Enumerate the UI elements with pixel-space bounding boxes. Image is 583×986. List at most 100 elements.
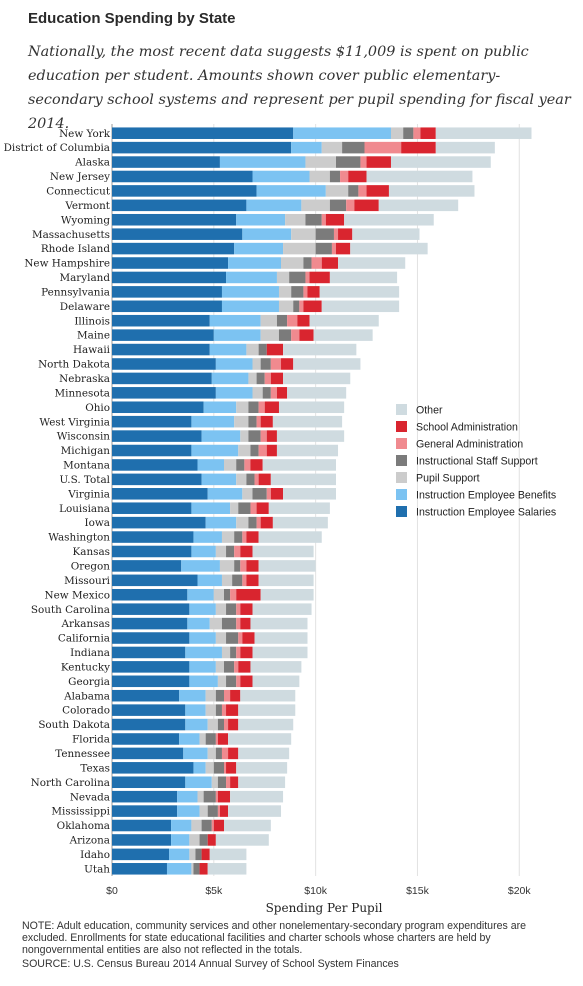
category-label: Kansas	[72, 546, 110, 558]
bar-segment	[240, 675, 253, 688]
bar-segment	[112, 300, 222, 313]
bar-segment	[321, 141, 343, 154]
bar-segment	[112, 646, 186, 659]
bar-segment	[291, 286, 304, 298]
category-label: Nebraska	[59, 373, 110, 385]
footnote: NOTE: Adult education, community service…	[22, 920, 527, 956]
category-label: Minnesota	[55, 387, 110, 399]
bar-segment	[390, 156, 491, 168]
bar-segment	[209, 314, 261, 327]
bar-segment	[238, 502, 251, 514]
bar-segment	[358, 185, 367, 197]
bar-segment	[232, 574, 243, 587]
bar-segment	[348, 185, 359, 197]
bar-segment	[258, 444, 267, 457]
category-label: New Mexico	[45, 589, 110, 601]
bar-segment	[285, 213, 306, 226]
bar-segment	[246, 343, 259, 356]
bar-segment	[112, 257, 229, 269]
category-label: Tennessee	[55, 748, 110, 760]
bar-segment	[224, 819, 271, 832]
bar-segment	[112, 199, 247, 212]
bar-segment	[112, 632, 190, 644]
bar-segment	[112, 704, 186, 716]
bar-segment	[278, 286, 292, 298]
category-label: Oklahoma	[57, 820, 110, 832]
bar-segment	[315, 242, 332, 255]
bar-segment	[276, 387, 288, 399]
bar-segment	[291, 329, 300, 341]
bar-segment	[112, 516, 206, 529]
bar-segment	[338, 257, 406, 269]
bar-segment	[207, 747, 216, 760]
category-label: Indiana	[70, 647, 110, 659]
bar-segment	[242, 228, 292, 240]
bar-segment	[333, 228, 339, 240]
bar-segment	[256, 516, 261, 529]
bar-segment	[236, 401, 249, 414]
bar-segment	[236, 588, 261, 601]
legend-label: School Administration	[416, 422, 518, 434]
category-label: Maryland	[59, 272, 110, 284]
bar-segment	[366, 185, 389, 197]
category-label: Texas	[80, 762, 110, 774]
bar-segment	[112, 834, 172, 846]
bar-segment	[207, 805, 218, 817]
bar-segment	[199, 834, 208, 846]
legend: Other School Administration General Admini…	[396, 404, 556, 519]
category-label: New York	[59, 128, 111, 140]
bar-segment	[213, 762, 224, 774]
bar-segment	[435, 141, 495, 154]
bar-segment	[211, 776, 218, 789]
bar-segment	[112, 185, 257, 197]
bar-segment	[215, 733, 218, 745]
bar-segment	[366, 170, 473, 183]
bar-segment	[270, 473, 336, 486]
bar-segment	[234, 242, 284, 255]
bar-segment	[197, 459, 224, 471]
bar-segment	[238, 632, 243, 644]
bar-segment	[297, 314, 310, 327]
bar-segment	[236, 762, 288, 774]
bar-segment	[246, 473, 255, 486]
category-label: Idaho	[80, 849, 110, 861]
bar-segment	[112, 314, 210, 327]
bar-segment	[189, 848, 196, 861]
category-label: Virginia	[67, 488, 110, 500]
bar-segment	[195, 848, 202, 861]
bar-segment	[189, 603, 216, 615]
bar-segment	[112, 776, 186, 789]
bar-segment	[112, 358, 216, 370]
bar-segment	[112, 127, 294, 139]
bar-segment	[260, 430, 267, 442]
bar-segment	[215, 689, 224, 702]
bar-segment	[234, 415, 249, 428]
bar-segment	[112, 459, 198, 471]
bar-segment	[201, 819, 212, 832]
bar-segment	[281, 358, 294, 370]
bar-segment	[238, 704, 296, 716]
bar-segment	[242, 488, 253, 500]
bar-segment	[234, 531, 243, 543]
bar-segment	[177, 805, 200, 817]
bar-segment	[240, 430, 249, 442]
bar-segment	[209, 848, 247, 861]
bar-segment	[112, 762, 194, 774]
bar-segment	[293, 300, 300, 313]
bar-segment	[112, 401, 204, 414]
bar-segment	[228, 718, 239, 731]
bar-segment	[189, 675, 218, 688]
legend-label: Other	[416, 405, 443, 417]
bar-segment	[112, 387, 216, 399]
bar-segment	[197, 574, 222, 587]
bar-segment	[215, 704, 222, 716]
bar-segment	[201, 473, 237, 486]
category-label: Washington	[48, 532, 110, 544]
bar-segment	[185, 704, 206, 716]
bar-segment	[234, 560, 241, 572]
bar-segment	[112, 574, 198, 587]
bar-segment	[112, 675, 190, 688]
bar-segment	[272, 516, 328, 529]
bar-segment	[242, 574, 247, 587]
category-label: Wisconsin	[57, 431, 111, 443]
